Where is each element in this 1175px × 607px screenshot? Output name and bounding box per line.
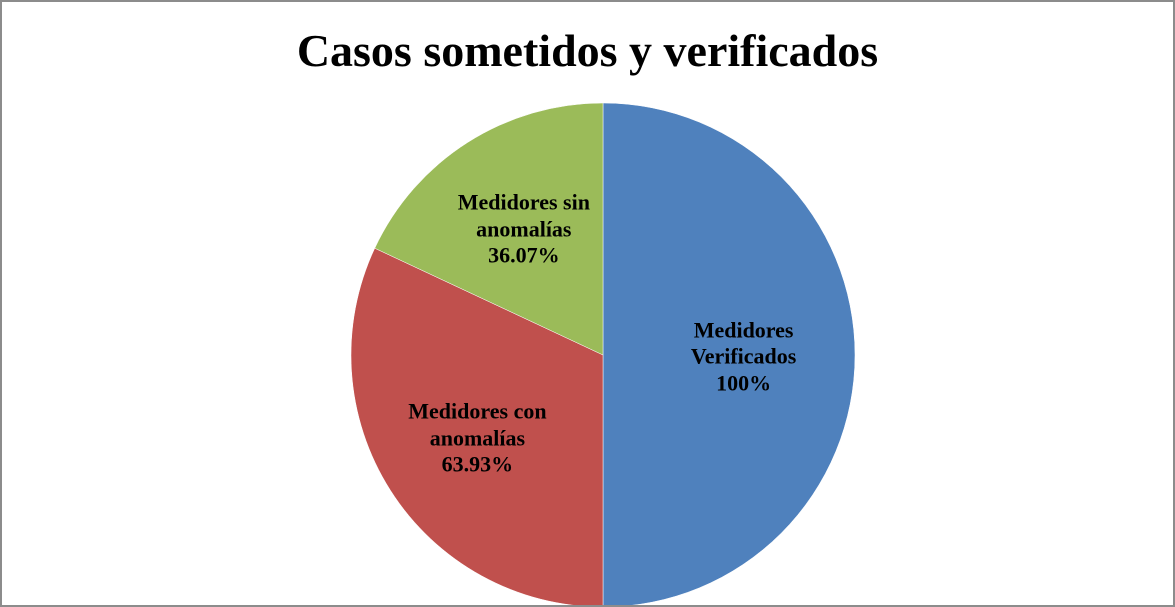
slice-label: Medidores con anomalías 63.93% [387, 399, 567, 478]
slice-category: Medidores con anomalías [408, 398, 547, 450]
pie-slice [374, 102, 604, 356]
slice-value: 63.93% [441, 451, 514, 477]
slice-label: Medidores Verificados 100% [654, 317, 834, 396]
slice-category: Medidores sin anomalías [457, 189, 590, 242]
slice-label: Medidores sin anomalías 36.07% [434, 190, 614, 269]
slice-value: 100% [716, 370, 772, 396]
slice-value: 36.07% [488, 242, 560, 268]
slice-category: Medidores Verificados [690, 317, 797, 369]
pie-slice [350, 247, 604, 605]
chart-title: Casos sometidos y verificados [296, 25, 879, 76]
pie-slice [602, 102, 856, 605]
